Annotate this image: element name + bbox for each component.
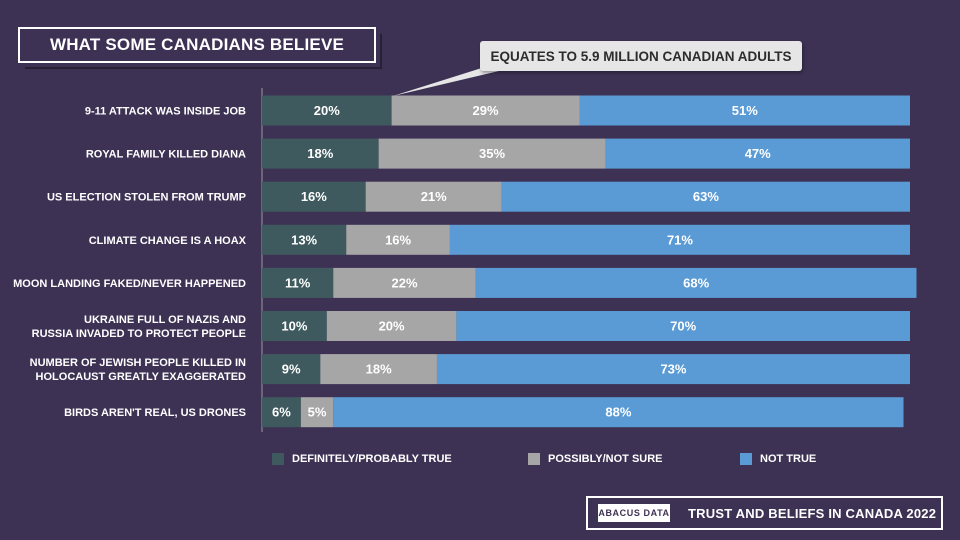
category-label: NUMBER OF JEWISH PEOPLE KILLED IN HOLOCAU…: [30, 357, 246, 383]
data-label: 16%: [301, 189, 327, 204]
footer-title: TRUST AND BELIEFS IN CANADA 2022: [688, 505, 937, 521]
bar-segment: [262, 224, 347, 255]
data-label: 13%: [291, 232, 317, 247]
bar-segment: [300, 397, 334, 428]
bar-segment: [436, 354, 910, 385]
bar-segment: [262, 181, 366, 212]
data-label: 51%: [732, 103, 758, 118]
data-label: 47%: [745, 146, 771, 161]
legend-item-definitely: DEFINITELY/PROBABLY TRUE: [272, 453, 452, 465]
data-label: 88%: [605, 405, 631, 420]
category-label: CLIMATE CHANGE IS A HOAX: [89, 235, 247, 247]
bar-segment: [262, 311, 327, 341]
bar-segment: [391, 95, 580, 126]
bar-segment: [579, 95, 910, 126]
data-label: 63%: [693, 189, 719, 204]
title-box: WHAT SOME CANADIANS BELIEVE: [18, 27, 382, 69]
data-label: 18%: [307, 146, 333, 161]
bar-segment: [333, 397, 904, 428]
data-label: 73%: [660, 362, 686, 377]
bar-segment: [475, 267, 917, 298]
legend-label-not-true: NOT TRUE: [760, 453, 817, 465]
legend-swatch-definitely: [272, 453, 284, 465]
category-label: UKRAINE FULL OF NAZIS AND RUSSIA INVADED …: [32, 314, 246, 340]
bar-segment: [326, 311, 457, 341]
bar-segment: [378, 138, 606, 169]
category-label: ROYAL FAMILY KILLED DIANA: [86, 149, 246, 161]
data-label: 9%: [282, 362, 301, 377]
data-label: 68%: [683, 275, 709, 290]
data-label: 10%: [281, 319, 307, 334]
bar-segment: [333, 267, 476, 298]
bar-segment: [346, 224, 450, 255]
data-label: 70%: [670, 319, 696, 334]
data-label: 6%: [272, 405, 291, 420]
legend-item-possibly: POSSIBLY/NOT SURE: [528, 453, 663, 465]
page-title: WHAT SOME CANADIANS BELIEVE: [49, 35, 345, 54]
callout-box: EQUATES TO 5.9 MILLION CANADIAN ADULTS: [480, 41, 802, 71]
legend-swatch-not-true: [740, 453, 752, 465]
legend-item-not-true: NOT TRUE: [740, 453, 816, 465]
bar-segment: [262, 138, 379, 169]
callout-text: EQUATES TO 5.9 MILLION CANADIAN ADULTS: [490, 48, 792, 64]
footer: ABACUS DATA TRUST AND BELIEFS IN CANADA …: [586, 496, 943, 530]
data-label: 71%: [667, 232, 693, 247]
bar-segment: [262, 95, 392, 126]
category-label: BIRDS AREN'T REAL, US DRONES: [64, 407, 246, 419]
data-label: 22%: [392, 275, 418, 290]
stacked-bar-chart: 9-11 ATTACK WAS INSIDE JOB 20% 29% 51% ROYAL…: [13, 88, 917, 432]
data-label: 20%: [379, 319, 405, 334]
data-label: 16%: [385, 232, 411, 247]
data-label: 11%: [285, 275, 311, 290]
data-label: 21%: [421, 189, 447, 204]
data-label: 35%: [479, 146, 505, 161]
category-label: 9-11 ATTACK WAS INSIDE JOB: [85, 106, 246, 118]
bar-segment: [262, 397, 301, 428]
abacus-data-logo: ABACUS DATA: [598, 504, 670, 522]
data-label: 29%: [473, 103, 499, 118]
legend-label-possibly: POSSIBLY/NOT SURE: [548, 453, 663, 465]
legend-swatch-possibly: [528, 453, 540, 465]
callout-tail: [393, 66, 520, 96]
bar-segment: [456, 311, 910, 341]
category-label: US ELECTION STOLEN FROM TRUMP: [47, 192, 246, 204]
data-label: 18%: [366, 362, 392, 377]
bar-segment: [365, 181, 502, 212]
bar-segment: [262, 267, 334, 298]
legend-label-definitely: DEFINITELY/PROBABLY TRUE: [292, 453, 452, 465]
data-label: 5%: [308, 405, 327, 420]
bar-segment: [320, 354, 437, 385]
legend: DEFINITELY/PROBABLY TRUE POSSIBLY/NOT SU…: [0, 453, 960, 469]
data-label: 20%: [314, 103, 340, 118]
category-label: MOON LANDING FAKED/NEVER HAPPENED: [13, 278, 246, 290]
bar-segment: [501, 181, 910, 212]
bar-segment: [605, 138, 910, 169]
bar-segment: [262, 354, 321, 385]
bar-segment: [449, 224, 910, 255]
